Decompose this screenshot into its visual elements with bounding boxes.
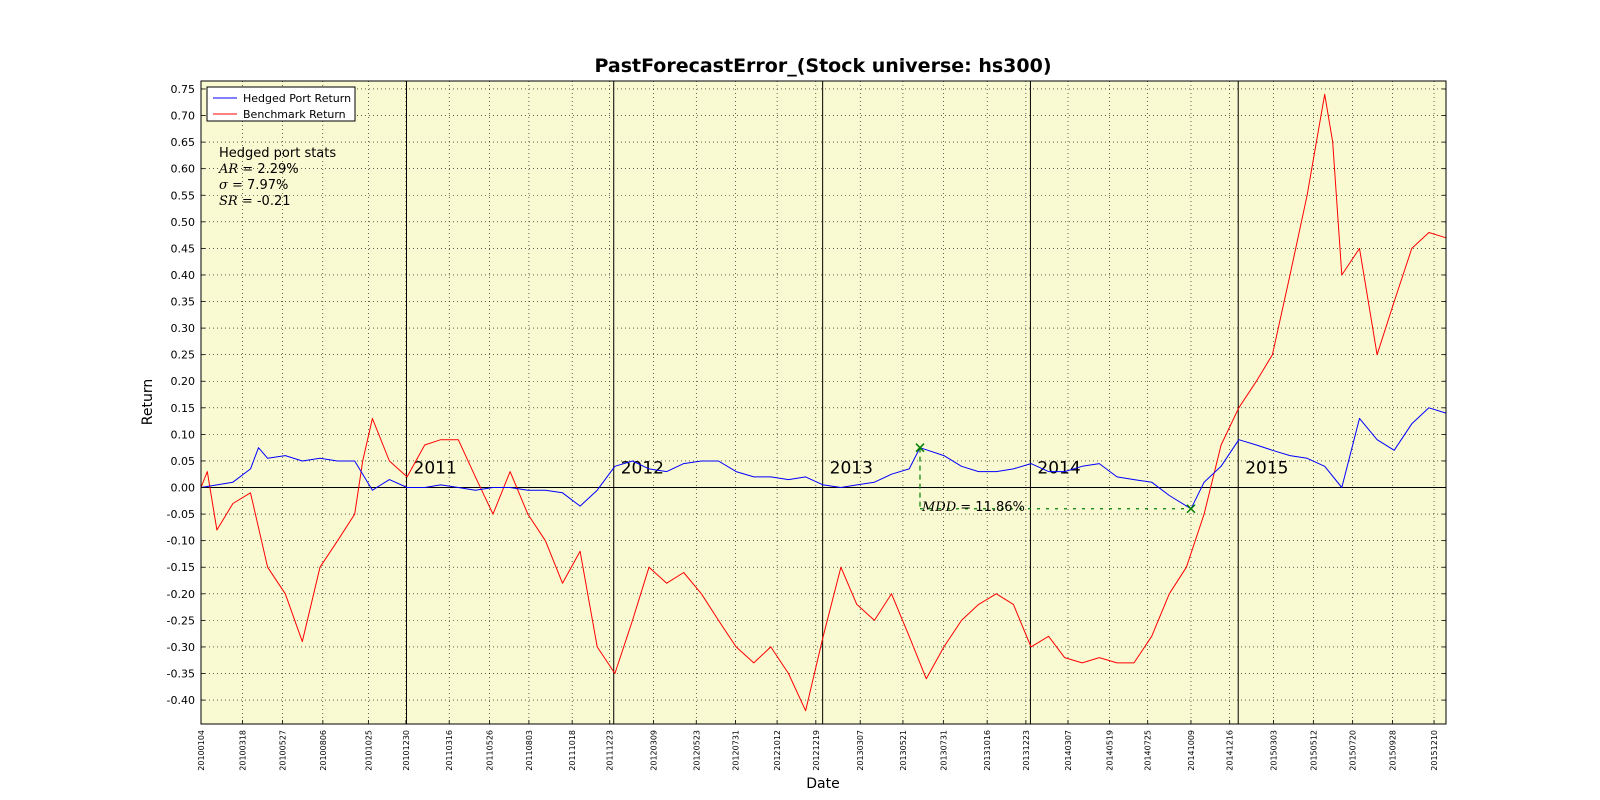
stats-title: Hedged port stats <box>219 146 336 161</box>
mdd-value: 11.86% <box>971 500 1025 515</box>
y-axis-label: Return <box>140 379 156 425</box>
y-axis: 0.75 0.70 0.65 0.60 0.55 0.50 0.45 0.40 0.35 0.30… <box>167 83 1446 707</box>
x-tick-label: 20101230 <box>402 730 411 771</box>
x-tick-label: 20100318 <box>239 730 248 771</box>
plot-border <box>200 80 1447 725</box>
year-label: 2011 <box>414 459 457 479</box>
x-tick-label: 20120523 <box>692 730 701 771</box>
x-axis-label: Date <box>806 776 839 792</box>
stats-line: SR = -0.21 <box>219 194 291 209</box>
x-tick-label: 20100527 <box>278 730 287 771</box>
y-tick-label: -0.25 <box>167 614 195 627</box>
x-tick-label: 20110526 <box>486 730 495 771</box>
y-tick-label: -0.10 <box>167 535 195 548</box>
series-line-hedged-port-return <box>200 407 1447 510</box>
year-label: 2012 <box>621 459 664 479</box>
y-tick-label: -0.05 <box>167 508 195 521</box>
stats-symbol: AR = <box>218 162 253 177</box>
y-tick-label: -0.20 <box>167 588 195 601</box>
series-group <box>200 93 1447 712</box>
stats-line: AR = 2.29% <box>218 162 299 177</box>
x-tick-label: 20111223 <box>606 730 615 771</box>
legend-entry: Hedged Port Return <box>243 92 351 105</box>
x-tick-label: 20140307 <box>1064 730 1073 771</box>
x-tick-label: 20110316 <box>445 730 454 771</box>
year-label: 2014 <box>1037 459 1080 479</box>
year-lines: 2011 2012 2013 2014 2015 <box>406 81 1288 724</box>
x-tick-label: 20130307 <box>856 730 865 771</box>
y-tick-label: -0.40 <box>167 694 195 707</box>
year-label: 2015 <box>1245 459 1288 479</box>
y-tick-label: -0.35 <box>167 668 195 681</box>
x-tick-label: 20121012 <box>773 730 782 771</box>
y-tick-label: 0.45 <box>171 242 196 255</box>
stats-value: 2.29% <box>253 162 298 177</box>
x-tick-label: 20150512 <box>1309 730 1318 771</box>
x-tick-label: 20111018 <box>568 730 577 771</box>
x-tick-label: 20141216 <box>1226 730 1235 771</box>
legend: Hedged Port Return Benchmark Return <box>206 86 356 122</box>
chart-title: PastForecastError_(Stock universe: hs300… <box>594 55 1051 77</box>
x-tick-label: 20121219 <box>812 730 821 771</box>
x-tick-label: 20151210 <box>1430 730 1439 771</box>
y-tick-label: 0.55 <box>171 189 196 202</box>
x-tick-label: 20140519 <box>1106 730 1115 771</box>
y-tick-label: 0.15 <box>171 402 196 415</box>
y-tick-label: 0.70 <box>171 110 196 123</box>
plot-area <box>201 81 1446 724</box>
x-tick-label: 20140725 <box>1144 730 1153 771</box>
y-tick-label: 0.05 <box>171 455 196 468</box>
y-tick-label: 0.25 <box>171 349 196 362</box>
stats-value: 7.97% <box>243 178 288 193</box>
mdd-label: MDD = 11.86% <box>921 500 1025 515</box>
y-tick-label: 0.65 <box>171 136 196 149</box>
x-tick-label: 20150303 <box>1270 730 1279 771</box>
x-tick-label: 20130731 <box>939 730 948 771</box>
y-tick-label: 0.20 <box>171 375 196 388</box>
legend-box <box>206 86 356 122</box>
plot-frame <box>200 80 1447 725</box>
x-tick-label: 20100104 <box>197 730 206 771</box>
stats-symbol: σ = <box>219 178 243 193</box>
legend-entry: Benchmark Return <box>243 108 346 121</box>
y-tick-label: 0.40 <box>171 269 196 282</box>
y-tick-label: 0.35 <box>171 296 196 309</box>
x-tick-label: 20150720 <box>1349 730 1358 771</box>
x-tick-label: 20100806 <box>319 730 328 771</box>
mdd-peak-marker <box>915 443 925 453</box>
x-tick-label: 20131016 <box>983 730 992 771</box>
x-tick-label: 20150928 <box>1388 730 1397 771</box>
stats-symbol: SR = <box>219 194 253 209</box>
y-tick-label: 0.50 <box>171 216 196 229</box>
stats-value: -0.21 <box>253 194 291 209</box>
plot-background <box>201 81 1446 724</box>
x-tick-label: 20101025 <box>364 730 373 771</box>
y-tick-label: 0.30 <box>171 322 196 335</box>
x-tick-label: 20120309 <box>650 730 659 771</box>
mdd-trough-marker <box>1186 504 1196 514</box>
mdd-symbol: MDD = <box>921 500 971 515</box>
y-tick-label: 0.10 <box>171 428 196 441</box>
x-tick-label: 20131223 <box>1022 730 1031 771</box>
mdd-annotation: MDD = 11.86% <box>915 443 1196 515</box>
x-axis: 20100104 20100318 20100527 20100806 20101025… <box>197 720 1439 771</box>
stats-line: σ = 7.97% <box>219 178 288 193</box>
y-tick-label: 0.75 <box>171 83 196 96</box>
x-tick-label: 20110803 <box>525 730 534 771</box>
y-tick-label: -0.15 <box>167 561 195 574</box>
y-tick-label: 0.00 <box>171 482 196 495</box>
x-tick-label: 20141009 <box>1187 730 1196 771</box>
y-tick-label: 0.60 <box>171 163 196 176</box>
y-tick-label: -0.30 <box>167 641 195 654</box>
x-tick-label: 20120731 <box>732 730 741 771</box>
x-tick-label: 20130521 <box>899 730 908 771</box>
series-line-benchmark-return <box>200 93 1447 712</box>
year-label: 2013 <box>830 459 873 479</box>
